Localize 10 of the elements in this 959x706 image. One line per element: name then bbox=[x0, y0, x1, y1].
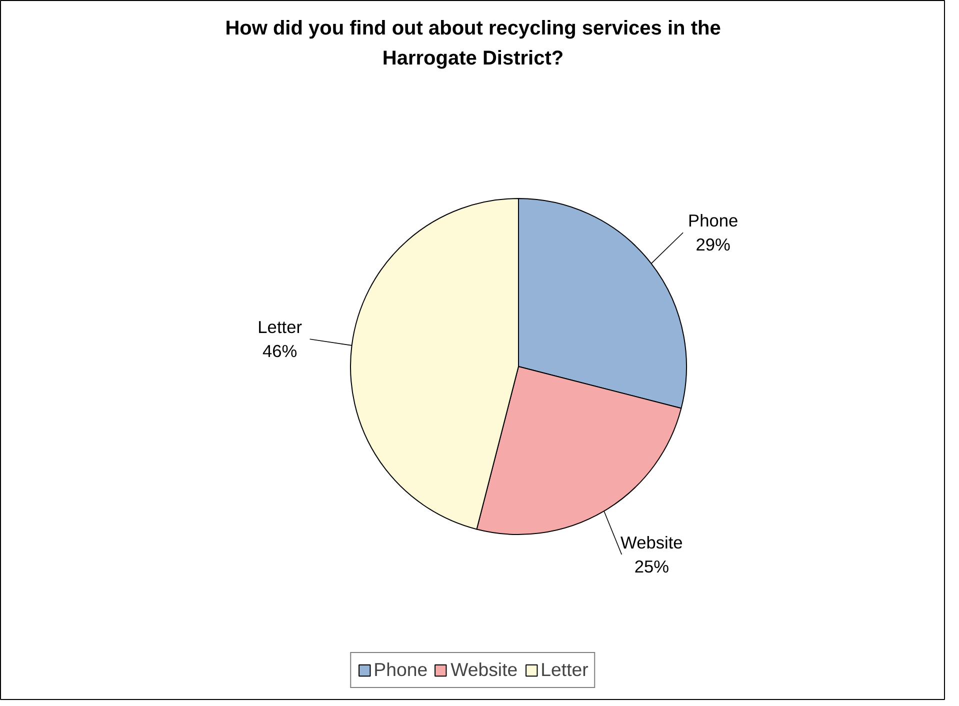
data-label: 29% bbox=[696, 234, 730, 255]
legend-label: Phone bbox=[374, 659, 428, 681]
slice-label: Phone bbox=[688, 210, 738, 231]
legend-label: Letter bbox=[540, 659, 588, 681]
slice-label: Website bbox=[620, 532, 683, 552]
legend-label: Website bbox=[450, 659, 518, 681]
chart-title: How did you find out about recycling services in the Harrogate District? bbox=[225, 18, 721, 70]
slice-label: Letter bbox=[258, 317, 302, 338]
data-label: 25% bbox=[634, 556, 670, 576]
data-label: 46% bbox=[262, 341, 298, 362]
